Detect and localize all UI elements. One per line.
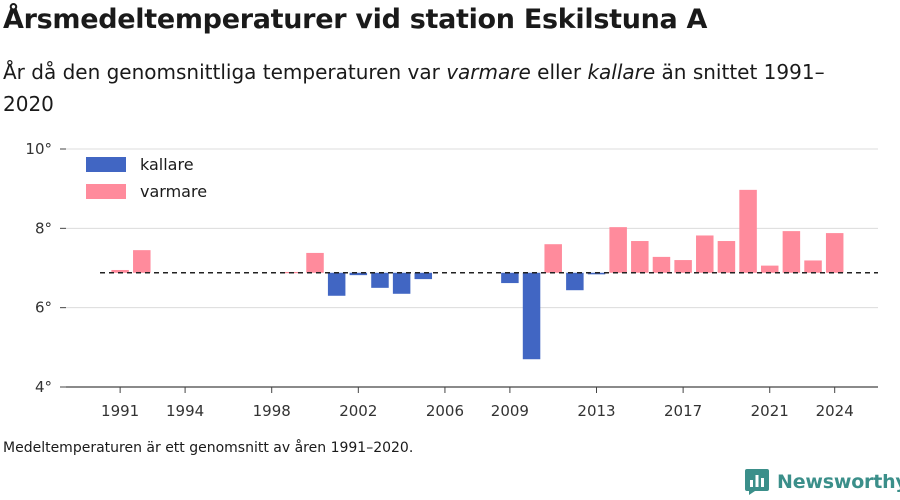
- legend: kallare varmare: [74, 152, 220, 208]
- bar-warmer-2017: [674, 260, 692, 273]
- x-tick-label: 2021: [751, 402, 789, 420]
- bar-colder-2002: [349, 272, 368, 276]
- bar-colder-2009: [501, 272, 519, 284]
- y-tick-label: 10°: [25, 140, 52, 158]
- bars: [111, 189, 844, 360]
- subtitle-text-2: eller: [530, 60, 588, 84]
- newsworthy-logo-icon: [745, 469, 769, 495]
- bar-warmer-2022: [782, 231, 801, 273]
- chart-caption: Medeltemperaturen är ett genomsnitt av å…: [3, 440, 414, 456]
- bar-warmer-2018: [696, 235, 714, 273]
- bar-warmer-2015: [631, 241, 649, 273]
- bar-warmer-2024: [825, 233, 844, 273]
- bar-colder-2003: [371, 272, 389, 288]
- x-tick-label: 2006: [426, 402, 464, 420]
- chart-title: Årsmedeltemperaturer vid station Eskilst…: [3, 4, 708, 35]
- legend-swatch-kallare: [86, 157, 126, 172]
- bar-warmer-2016: [652, 256, 671, 273]
- subtitle-warm-word: varmare: [446, 60, 531, 84]
- legend-label-kallare: kallare: [140, 155, 194, 174]
- bar-warmer-1992: [133, 250, 151, 273]
- bar-colder-2001: [327, 272, 346, 296]
- bar-warmer-2020: [739, 189, 757, 273]
- bar-warmer-2014: [609, 227, 627, 273]
- bar-warmer-2011: [544, 244, 562, 273]
- y-tick-label: 8°: [35, 219, 52, 237]
- x-tick-label: 1994: [166, 402, 204, 420]
- bar-colder-2010: [522, 272, 541, 360]
- legend-label-varmare: varmare: [140, 182, 207, 201]
- subtitle-cold-word: kallare: [587, 60, 656, 84]
- legend-swatch-varmare: [86, 184, 126, 199]
- x-tick-label: 2017: [664, 402, 702, 420]
- x-tick-label: 2024: [816, 402, 854, 420]
- y-tick-label: 4°: [35, 378, 52, 396]
- bar-warmer-2023: [804, 260, 822, 273]
- bar-warmer-1991: [111, 269, 129, 273]
- x-tick-label: 1998: [253, 402, 291, 420]
- y-axis-ticks: 10° 8° 6° 4°: [25, 140, 66, 396]
- brand-name: Newsworthy: [777, 471, 900, 493]
- x-tick-label: 2009: [491, 402, 529, 420]
- y-tick-label: 6°: [35, 299, 52, 317]
- x-axis: 1991 1994 1998 2002 2006 2009 2013 2017 2021 2024: [66, 386, 878, 420]
- temperature-bar-chart: 10° 8° 6° 4° 1991 1994 1998 2002 2006 2009 2013 20…: [25, 140, 878, 420]
- x-tick-label: 2002: [339, 402, 377, 420]
- subtitle-text-1: År då den genomsnittliga temperaturen va…: [3, 60, 447, 84]
- subtitle-text-3: än snittet 1991–2020: [3, 60, 825, 116]
- bar-colder-2013: [587, 272, 606, 275]
- bar-colder-2012: [566, 272, 584, 291]
- newsworthy-brand: Newsworthy: [744, 467, 900, 497]
- x-tick-label: 2013: [577, 402, 615, 420]
- bar-warmer-2019: [717, 241, 736, 273]
- bar-colder-2004: [392, 272, 411, 294]
- chart-subtitle: År då den genomsnittliga temperaturen va…: [3, 56, 863, 120]
- bar-colder-2005: [414, 272, 433, 280]
- bar-warmer-2021: [760, 265, 779, 273]
- bar-warmer-2000: [306, 252, 324, 273]
- x-tick-label: 1991: [101, 402, 139, 420]
